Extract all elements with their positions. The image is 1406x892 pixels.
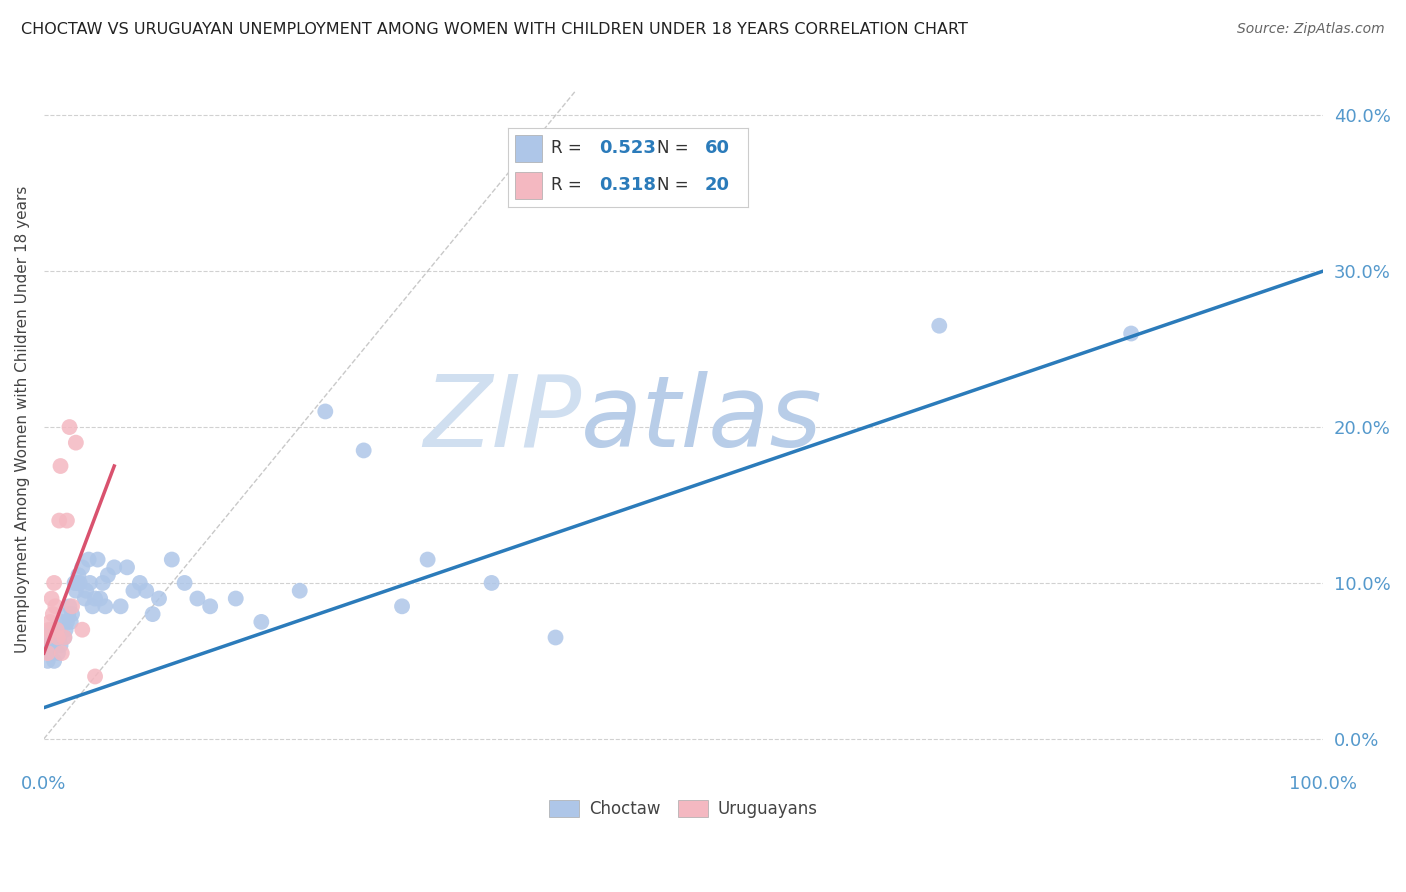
Point: [928, 318, 950, 333]
Point: [110, 599, 132, 614]
Point: [148, 591, 170, 606]
Text: N =: N =: [657, 177, 693, 194]
Point: [38, 623, 60, 637]
Point: [391, 599, 413, 614]
Point: [53, 631, 76, 645]
Point: [72, 623, 94, 637]
Point: [94, 599, 117, 614]
Text: atlas: atlas: [581, 371, 823, 467]
Point: [38, 631, 60, 645]
Point: [288, 583, 311, 598]
Point: [46, 646, 69, 660]
Point: [91, 576, 114, 591]
Point: [39, 615, 62, 629]
Point: [173, 576, 195, 591]
Point: [73, 591, 96, 606]
Point: [416, 552, 439, 566]
Point: [142, 607, 165, 621]
Point: [56, 615, 79, 629]
Point: [225, 591, 247, 606]
Text: N =: N =: [657, 139, 693, 157]
Point: [63, 576, 86, 591]
Point: [122, 583, 145, 598]
Point: [35, 631, 58, 645]
Point: [65, 583, 87, 598]
Point: [35, 638, 58, 652]
Point: [89, 591, 111, 606]
Point: [48, 631, 70, 645]
Point: [86, 552, 108, 566]
Point: [58, 599, 80, 614]
Point: [45, 623, 67, 637]
Point: [84, 669, 107, 683]
Point: [44, 631, 66, 645]
Point: [69, 576, 91, 591]
Text: 0.523: 0.523: [599, 139, 657, 157]
Point: [198, 599, 221, 614]
Point: [65, 435, 87, 450]
FancyBboxPatch shape: [515, 135, 541, 161]
Point: [46, 631, 69, 645]
Point: [186, 591, 208, 606]
Point: [42, 638, 65, 652]
Point: [49, 638, 72, 652]
Point: [135, 583, 157, 598]
Point: [45, 623, 67, 637]
Text: R =: R =: [551, 139, 588, 157]
Point: [75, 583, 97, 598]
Text: 20: 20: [704, 177, 730, 194]
Point: [60, 599, 83, 614]
Point: [42, 654, 65, 668]
FancyBboxPatch shape: [515, 172, 541, 199]
Point: [52, 615, 75, 629]
Point: [128, 576, 150, 591]
Point: [58, 420, 80, 434]
Point: [544, 631, 567, 645]
Text: 0.318: 0.318: [599, 177, 657, 194]
Point: [41, 591, 63, 606]
Point: [39, 646, 62, 660]
Point: [37, 654, 59, 668]
Point: [48, 514, 70, 528]
Text: ZIP: ZIP: [423, 371, 581, 467]
Point: [353, 443, 375, 458]
Point: [481, 576, 503, 591]
Point: [314, 404, 336, 418]
Point: [67, 568, 90, 582]
Text: Source: ZipAtlas.com: Source: ZipAtlas.com: [1237, 22, 1385, 37]
Point: [77, 552, 100, 566]
Point: [58, 607, 80, 621]
Legend: Choctaw, Uruguayans: Choctaw, Uruguayans: [543, 793, 824, 825]
Text: 60: 60: [704, 139, 730, 157]
Point: [42, 576, 65, 591]
Point: [56, 514, 79, 528]
Point: [66, 576, 89, 591]
Point: [72, 560, 94, 574]
Text: CHOCTAW VS URUGUAYAN UNEMPLOYMENT AMONG WOMEN WITH CHILDREN UNDER 18 YEARS CORRE: CHOCTAW VS URUGUAYAN UNEMPLOYMENT AMONG …: [21, 22, 967, 37]
Text: R =: R =: [551, 177, 588, 194]
Point: [41, 623, 63, 637]
Point: [160, 552, 183, 566]
Point: [250, 615, 273, 629]
Y-axis label: Unemployment Among Women with Children Under 18 years: Unemployment Among Women with Children U…: [15, 186, 30, 653]
Point: [59, 615, 82, 629]
Point: [84, 591, 107, 606]
Point: [44, 599, 66, 614]
Point: [42, 607, 65, 621]
Point: [82, 599, 104, 614]
Point: [53, 631, 76, 645]
Point: [103, 560, 125, 574]
Point: [55, 623, 77, 637]
Point: [1121, 326, 1143, 341]
Point: [51, 646, 73, 660]
Point: [37, 646, 59, 660]
Point: [115, 560, 138, 574]
Point: [79, 576, 101, 591]
Point: [49, 458, 72, 473]
Point: [97, 568, 120, 582]
Point: [60, 607, 83, 621]
